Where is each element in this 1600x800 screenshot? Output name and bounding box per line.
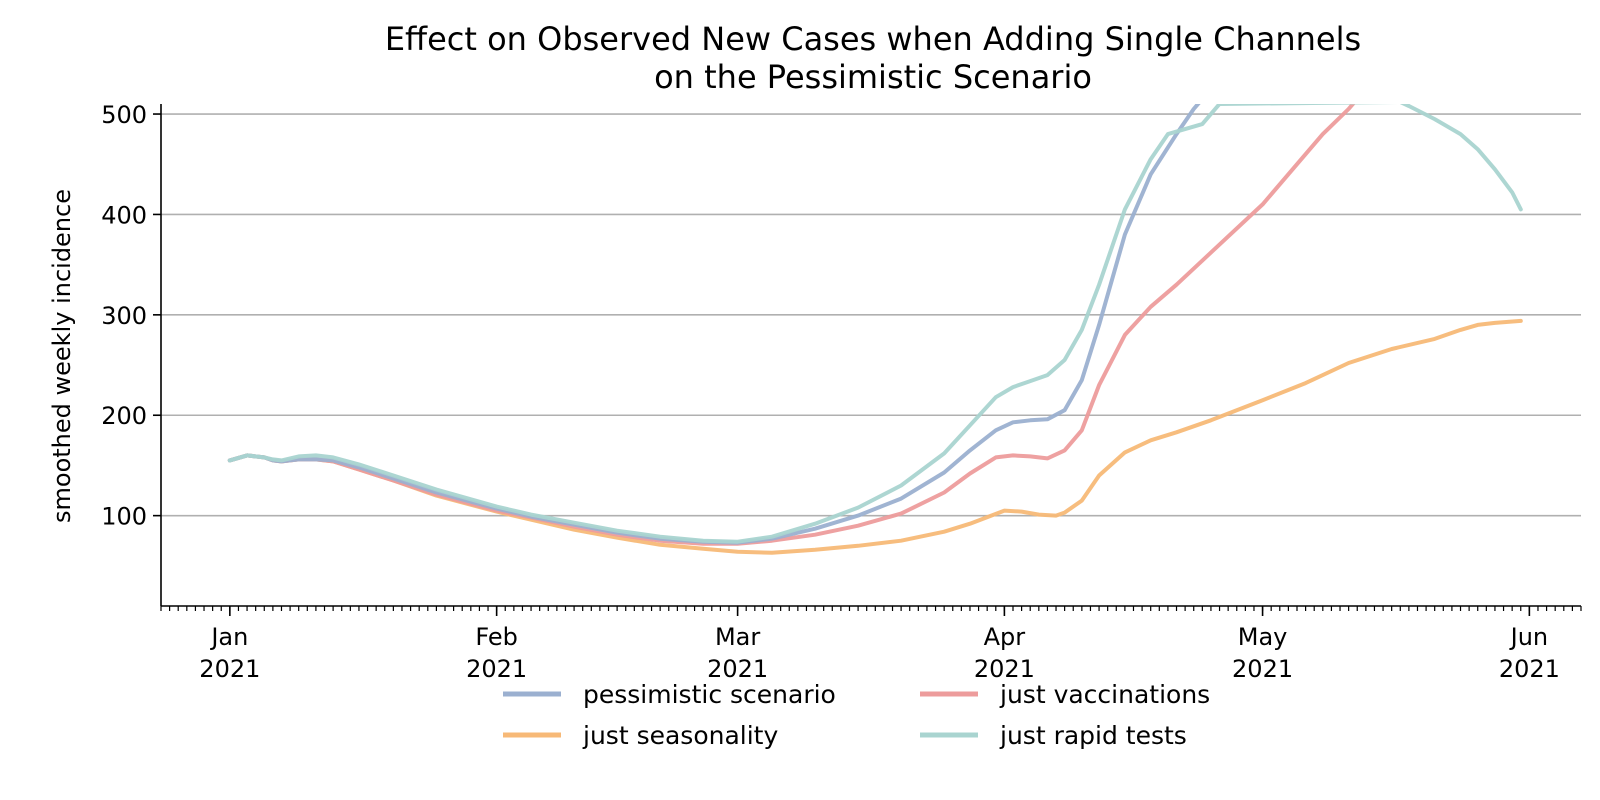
y-tick-label: 500 xyxy=(101,101,147,129)
x-tick-label-year: 2021 xyxy=(707,655,768,683)
gridlines xyxy=(161,113,1581,517)
legend: pessimistic scenario just vaccinations jus… xyxy=(503,680,1210,750)
y-tick-label: 400 xyxy=(101,201,147,229)
x-tick-labels: Jan 2021 Feb 2021 Mar 2021 Apr 2021 May 2021 Jun 20… xyxy=(199,606,1560,683)
y-axis-label: smoothed weekly incidence xyxy=(48,189,76,523)
series-line-just-rapid-tests xyxy=(227,104,1523,544)
y-tick-label: 100 xyxy=(101,503,147,531)
series-lines xyxy=(227,104,1523,555)
x-tick-label-month: Apr xyxy=(984,623,1026,651)
legend-label: just vaccinations xyxy=(999,680,1210,709)
y-tick-label: 300 xyxy=(101,302,147,330)
x-tick-label-month: Feb xyxy=(475,623,518,651)
legend-label: just rapid tests xyxy=(999,721,1187,750)
x-tick-label-month: Jun xyxy=(1509,623,1549,651)
x-tick-label-month: Mar xyxy=(715,623,760,651)
legend-label: pessimistic scenario xyxy=(583,680,836,709)
x-tick-label-year: 2021 xyxy=(974,655,1035,683)
x-tick-label-month: May xyxy=(1238,623,1288,651)
x-tick-label-year: 2021 xyxy=(466,655,527,683)
y-tick-label: 200 xyxy=(101,402,147,430)
x-tick-label-year: 2021 xyxy=(199,655,260,683)
x-tick-label-year: 2021 xyxy=(1499,655,1560,683)
chart-title-line-1: Effect on Observed New Cases when Adding… xyxy=(385,20,1361,58)
x-tick-label-month: Jan xyxy=(209,623,248,651)
x-tick-label-year: 2021 xyxy=(1232,655,1293,683)
y-tick-labels: 100 200 300 400 500 xyxy=(101,101,161,531)
series-line-just-seasonality xyxy=(227,318,1523,555)
legend-label: just seasonality xyxy=(582,721,778,750)
chart-title-line-2: on the Pessimistic Scenario xyxy=(654,58,1092,96)
